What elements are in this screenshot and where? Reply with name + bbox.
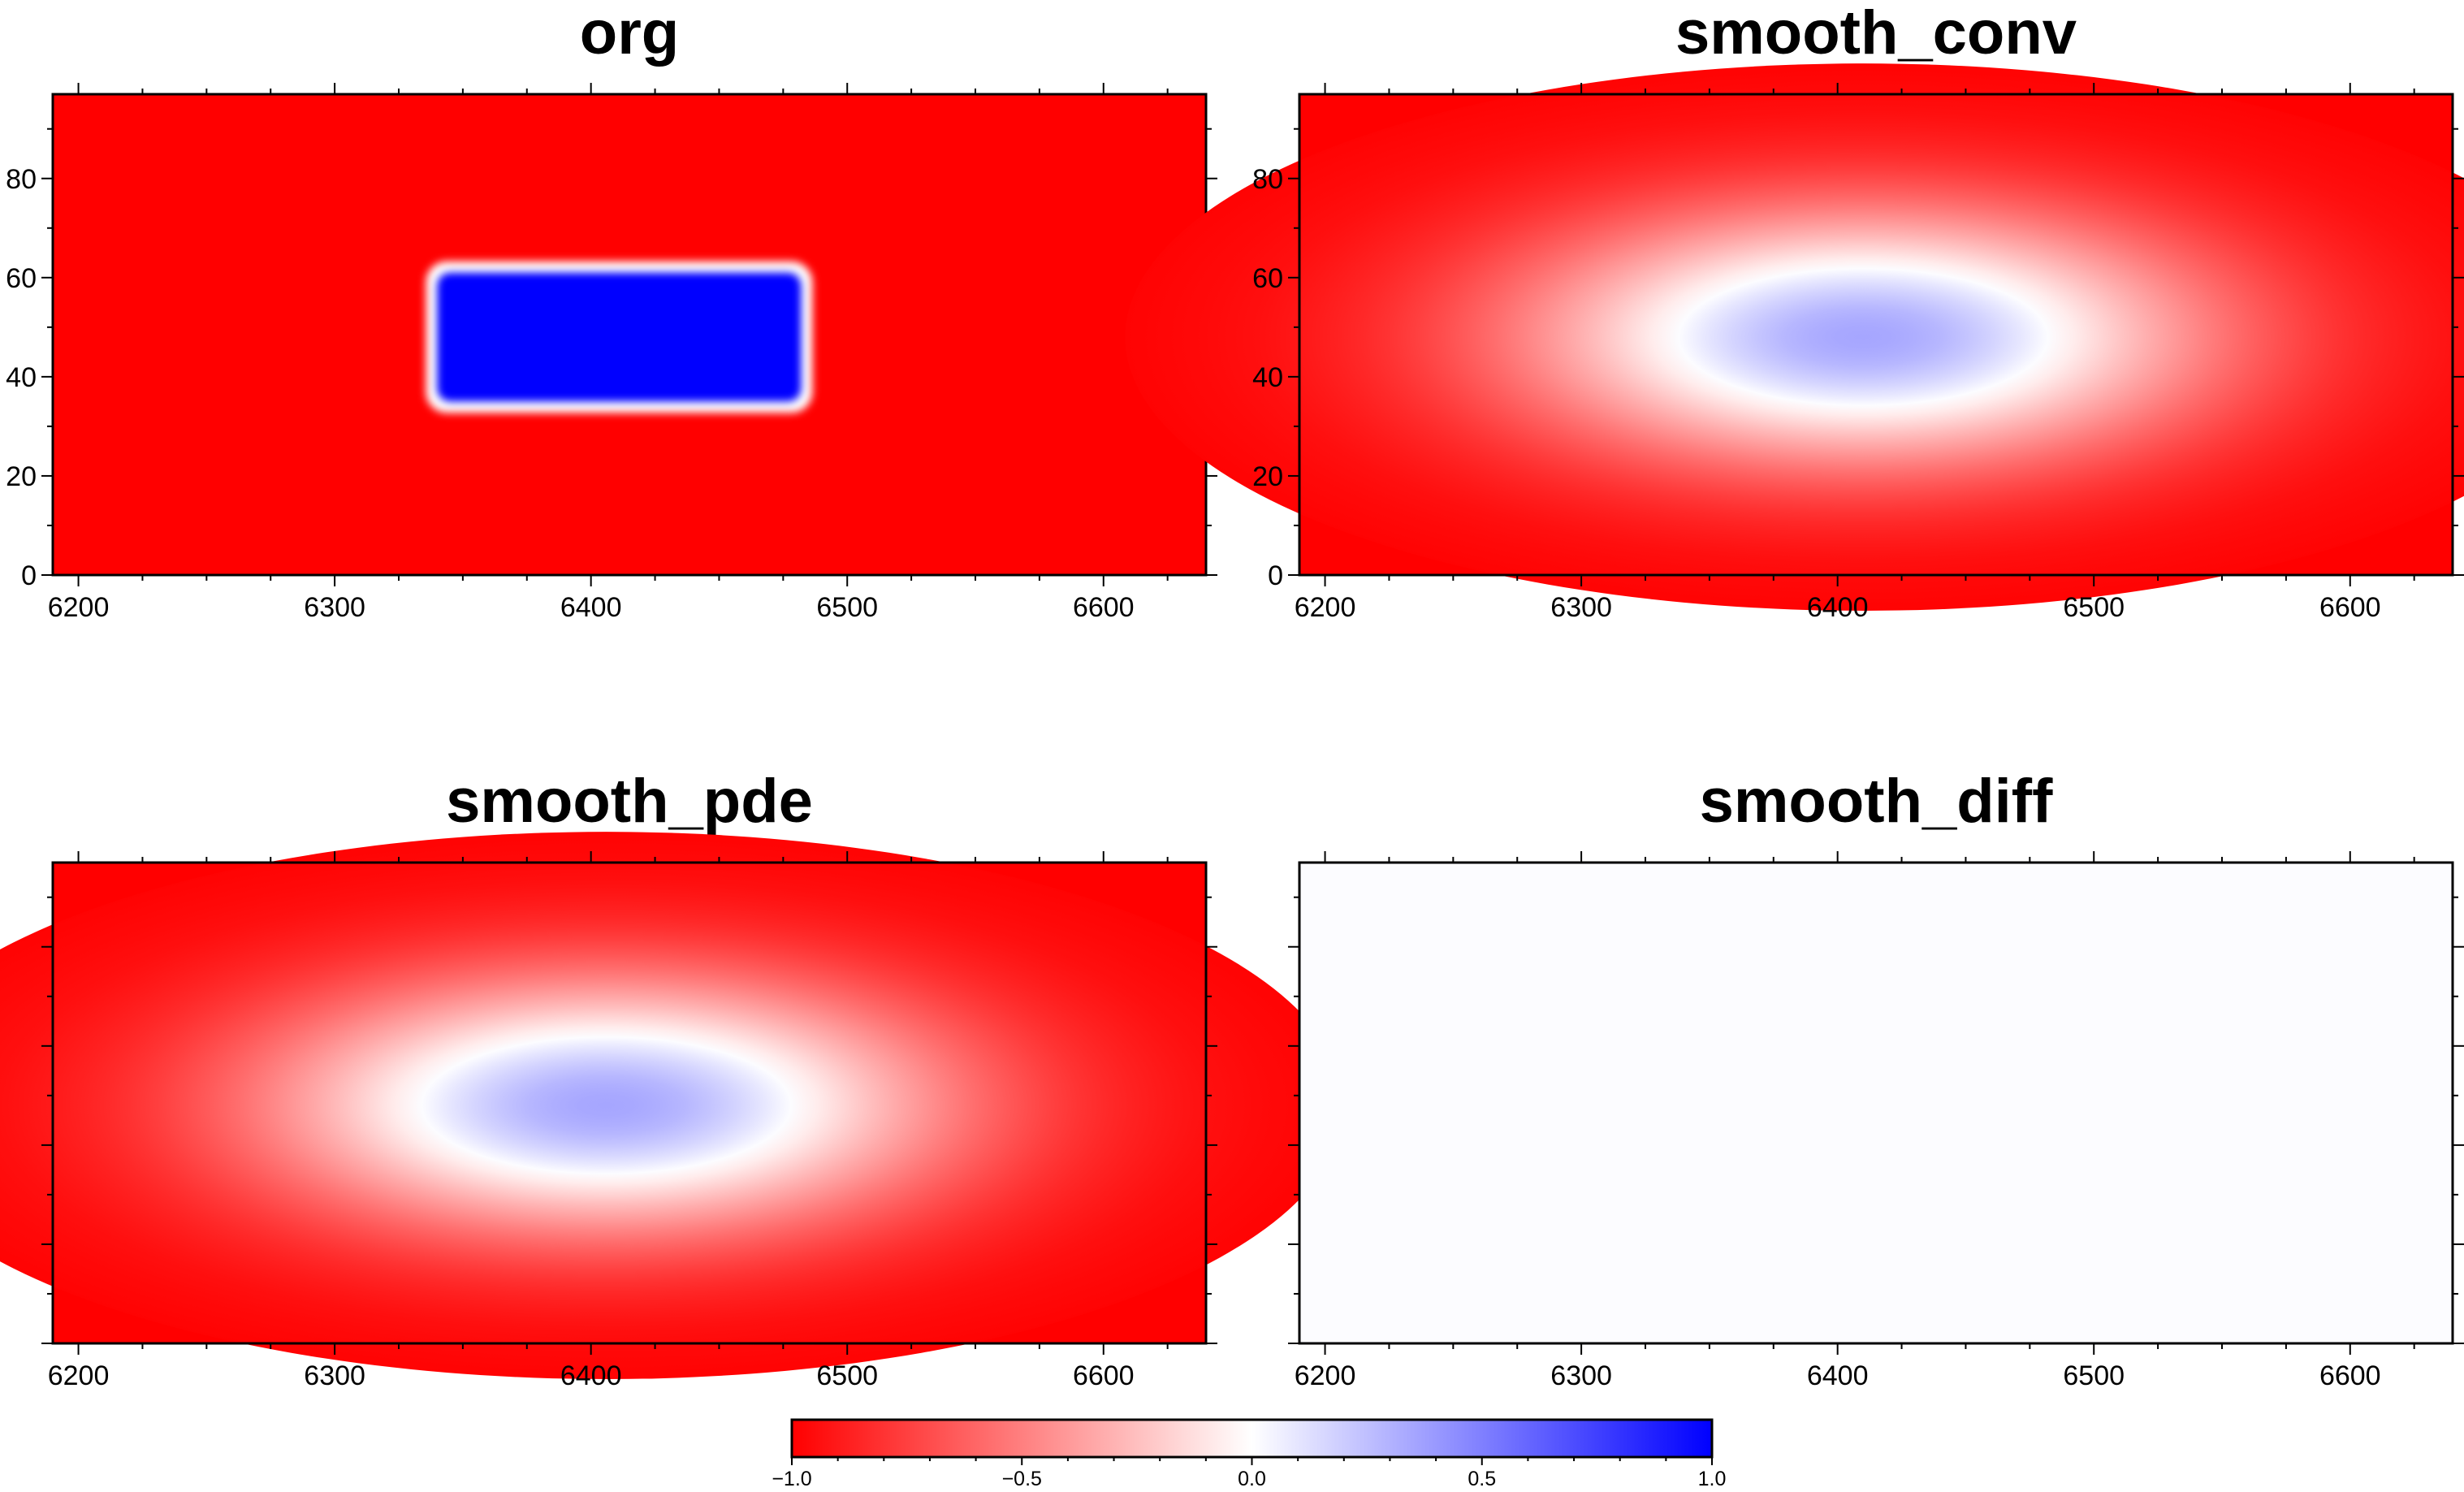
colorbar-tick-label: −1.0	[772, 1468, 811, 1490]
y-tick-label: 60	[1252, 263, 1283, 294]
panel-frame-smooth-diff	[1298, 861, 2454, 1345]
colorbar-tick-label: 0.0	[1238, 1468, 1266, 1490]
colorbar-tick-label: 0.5	[1468, 1468, 1496, 1490]
panel-title-smooth-pde: smooth_pde	[446, 767, 813, 836]
panel-frame-smooth-pde	[51, 861, 1208, 1345]
colorbar: −1.0 −0.5 0.0 0.5 1.0	[772, 1418, 1727, 1490]
panel-title-smooth-conv: smooth_conv	[1675, 0, 2077, 67]
panel-title-org: org	[580, 0, 679, 67]
x-tick-label: 6400	[1807, 1360, 1869, 1391]
x-tick-label: 6600	[1073, 592, 1135, 623]
x-tick-label: 6200	[1295, 1360, 1356, 1391]
x-tick-label: 6300	[304, 592, 365, 623]
x-tick-label: 6200	[1295, 592, 1356, 623]
x-tick-label: 6400	[1807, 592, 1869, 623]
panel-org: org 6200 6300 6400 6500 6600 0 20 40 60 80	[6, 0, 1217, 623]
x-tick-label: 6500	[2063, 592, 2125, 623]
y-tick-label: 80	[1252, 164, 1283, 195]
x-tick-label: 6600	[1073, 1360, 1135, 1391]
y-tick-label: 40	[1252, 362, 1283, 393]
panel-smooth-conv: smooth_conv 6200 6300 6400 6500 6600 0 20 40 60 80	[1125, 0, 2464, 623]
x-tick-label: 6600	[2319, 592, 2381, 623]
field-background-smooth-diff	[1299, 863, 2453, 1343]
colorbar-gradient	[790, 1418, 1714, 1459]
smoothed-anomaly	[1125, 63, 2464, 611]
x-tick-label: 6200	[48, 1360, 110, 1391]
x-tick-label: 6500	[816, 1360, 878, 1391]
y-tick-label: 0	[21, 560, 37, 591]
x-tick-label: 6400	[560, 1360, 622, 1391]
x-tick-label: 6500	[2063, 1360, 2125, 1391]
anomaly-block	[437, 272, 802, 402]
x-tick-label: 6500	[816, 592, 878, 623]
panel-smooth-pde: smooth_pde 6200 6300 6400 6500 6600	[0, 767, 1345, 1391]
y-tick-label: 0	[1268, 560, 1283, 591]
panel-frame-smooth-conv	[1298, 93, 2454, 577]
x-tick-label: 6200	[48, 592, 110, 623]
y-tick-label: 40	[6, 362, 37, 393]
panel-title-smooth-diff: smooth_diff	[1700, 767, 2054, 836]
smoothed-anomaly	[0, 832, 1345, 1379]
y-tick-label: 20	[6, 461, 37, 492]
x-tick-label: 6600	[2319, 1360, 2381, 1391]
x-tick-label: 6400	[560, 592, 622, 623]
y-tick-label: 20	[1252, 461, 1283, 492]
x-tick-label: 6300	[1550, 592, 1612, 623]
x-tick-label: 6300	[1550, 1360, 1612, 1391]
y-tick-label: 60	[6, 263, 37, 294]
colorbar-tick-label: −0.5	[1002, 1468, 1042, 1490]
panel-smooth-diff: smooth_diff 6200 6300 6400 6500 6600	[1288, 767, 2464, 1391]
x-tick-label: 6300	[304, 1360, 365, 1391]
colorbar-tick-label: 1.0	[1698, 1468, 1727, 1490]
y-tick-label: 80	[6, 164, 37, 195]
